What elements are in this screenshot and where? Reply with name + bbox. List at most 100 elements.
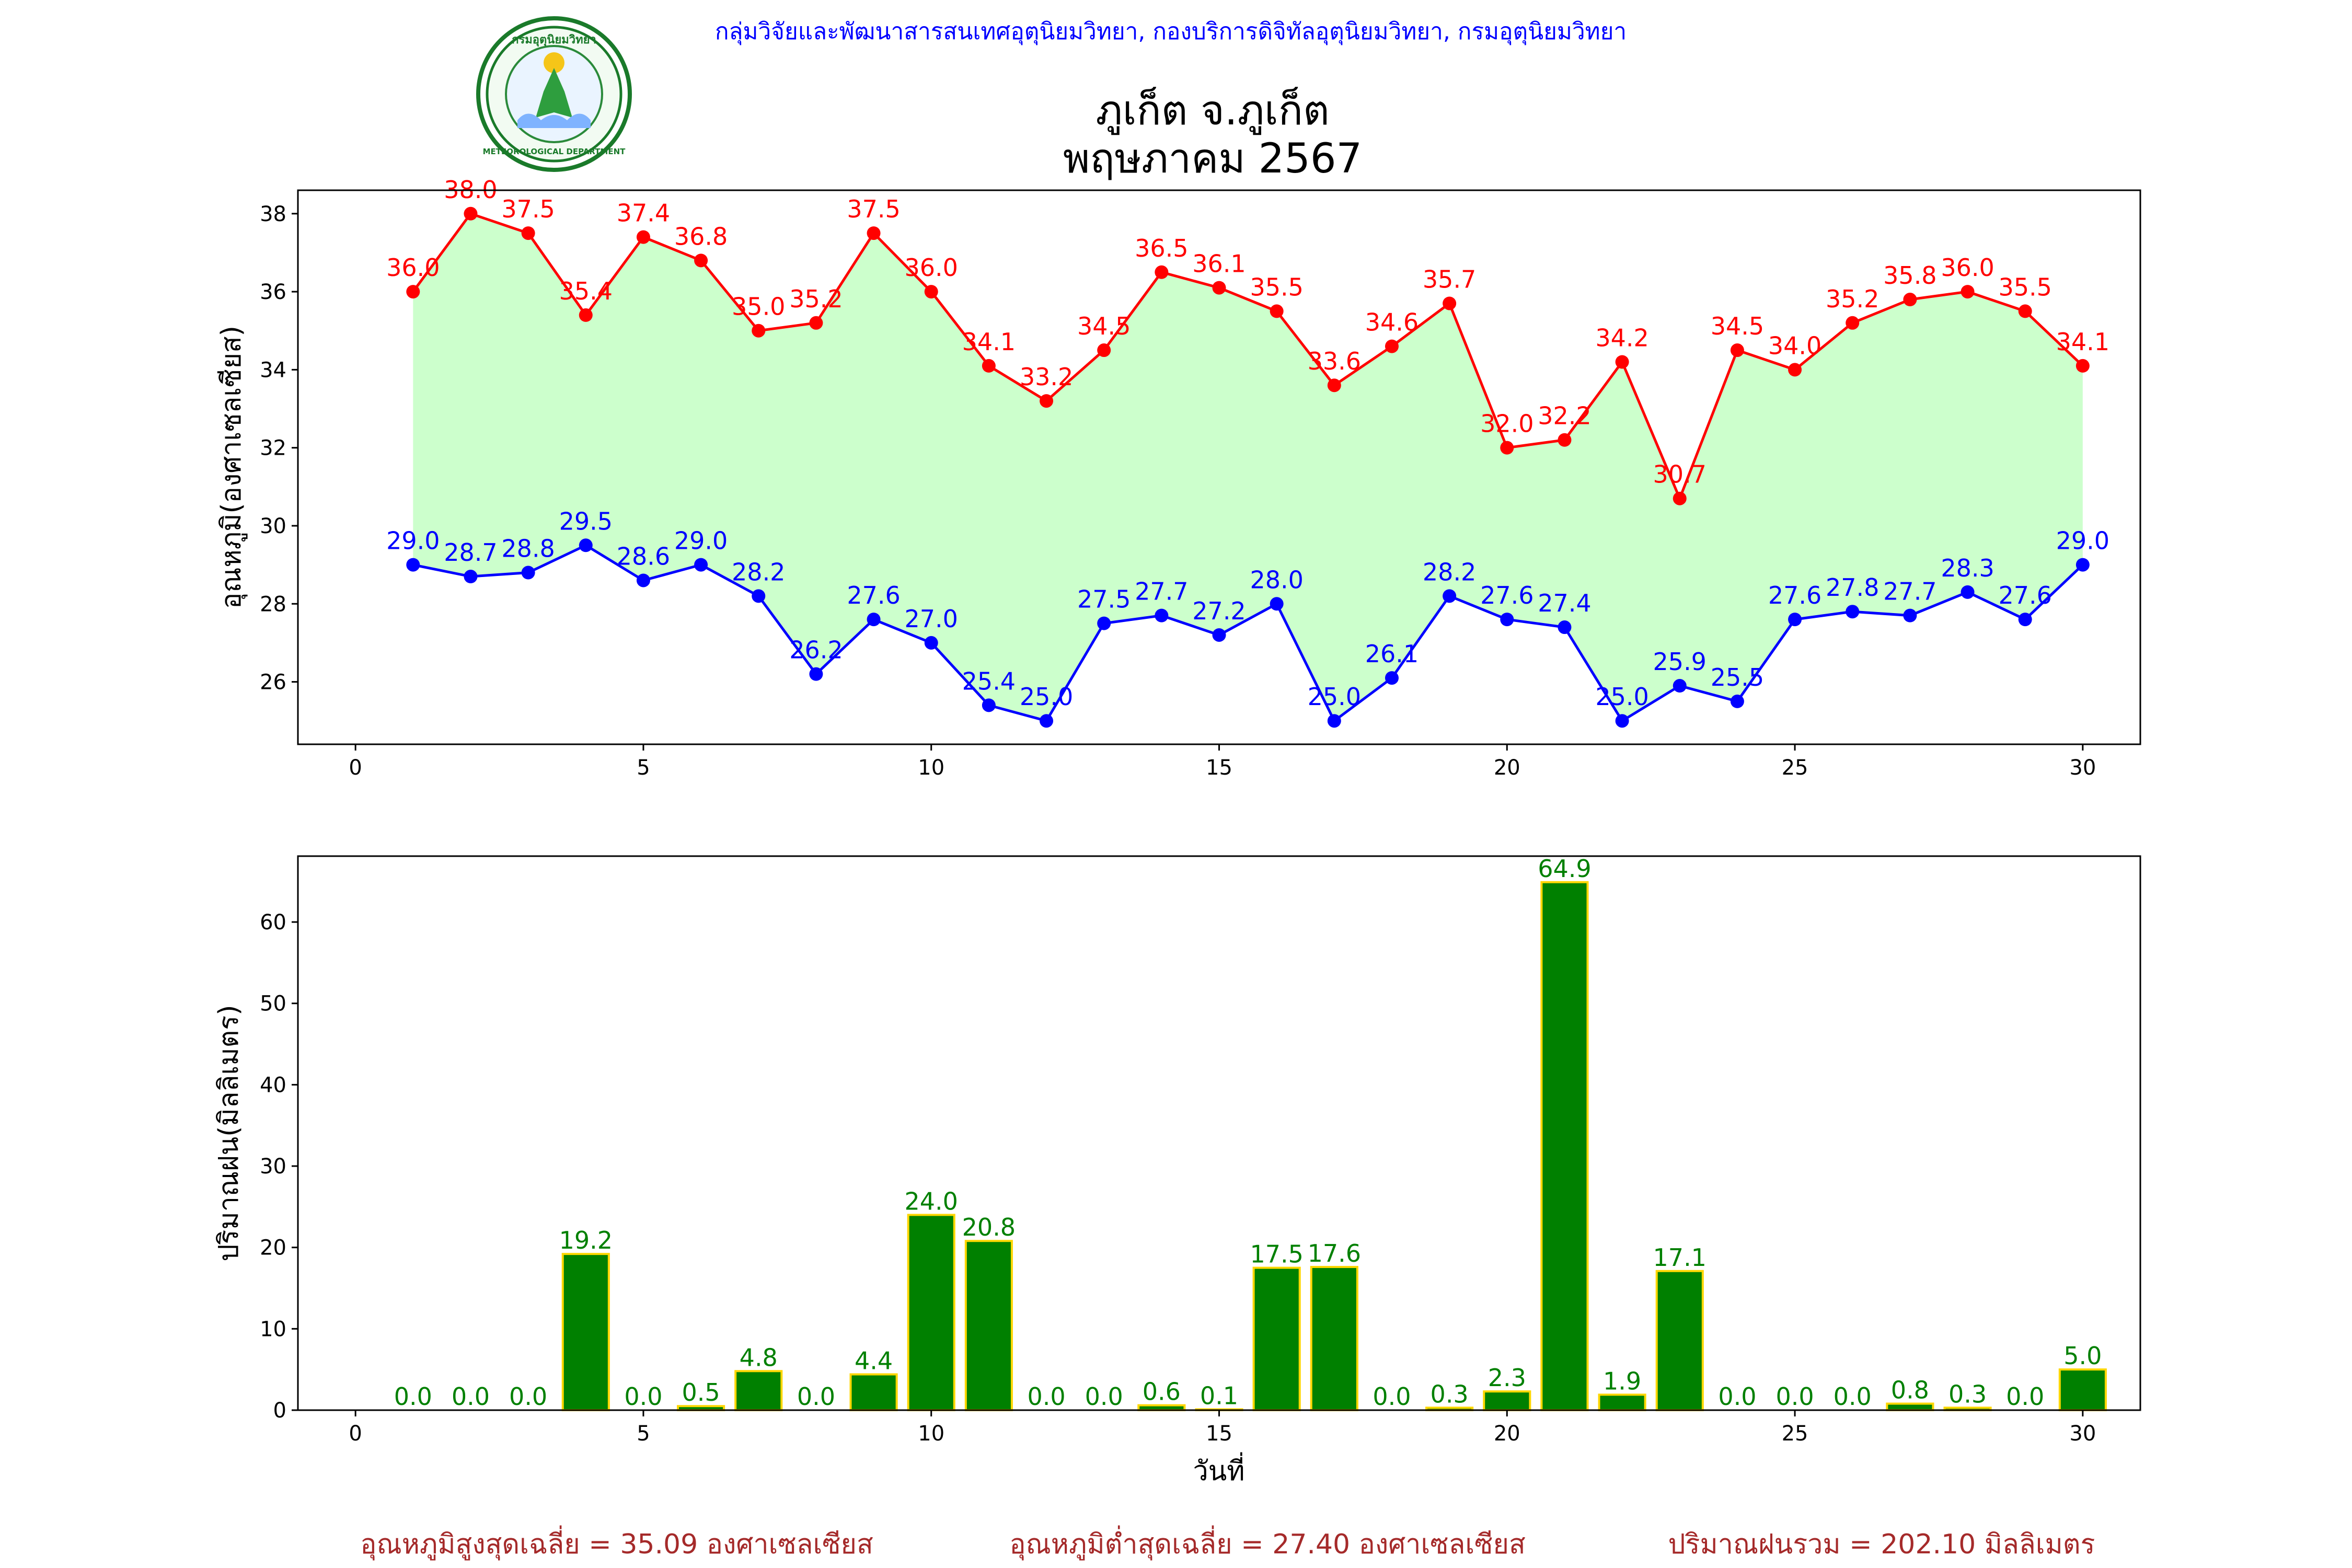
rainfall-x-tick-label: 15 <box>1206 1422 1232 1446</box>
summary-avg-max: อุณหภูมิสูงสุดเฉลี่ย = 35.09 องศาเซลเซีย… <box>360 1525 873 1561</box>
max-temp-point <box>1385 339 1399 353</box>
min-temp-point <box>1327 714 1341 728</box>
min-temp-label: 27.5 <box>1077 585 1131 614</box>
rainfall-y-tick-label: 10 <box>260 1317 286 1341</box>
max-temp-label: 35.2 <box>1826 285 1879 313</box>
rain-bar <box>964 1240 1013 1411</box>
max-temp-label: 35.4 <box>559 277 613 305</box>
min-temp-point <box>1961 585 1975 599</box>
min-temp-point <box>521 566 535 580</box>
rain-bar <box>1252 1266 1301 1411</box>
min-temp-point <box>1212 628 1226 642</box>
max-temp-point <box>1097 343 1111 358</box>
chart-title: ภูเก็ต จ.ภูเก็ต <box>1096 87 1329 135</box>
min-temp-point <box>1270 597 1284 611</box>
temperature-y-tick-label: 34 <box>260 358 286 382</box>
rainfall-x-axis: 0 5 10 15 20 25 30 <box>349 1410 2096 1446</box>
min-temp-point <box>636 573 650 587</box>
rainfall-y-tick-label: 20 <box>260 1236 286 1260</box>
max-temp-point <box>1903 293 1917 307</box>
rain-label: 0.8 <box>1891 1376 1929 1404</box>
rain-label: 0.0 <box>1373 1382 1411 1411</box>
max-temp-label: 36.8 <box>674 222 728 250</box>
min-temp-label: 25.5 <box>1711 663 1764 691</box>
summary-avg-min: อุณหภูมิต่ำสุดเฉลี่ย = 27.40 องศาเซลเซีย… <box>1009 1525 1525 1561</box>
temperature-range-fill <box>413 213 2083 721</box>
rainfall-x-tick-label: 10 <box>918 1422 944 1446</box>
rain-label: 0.0 <box>624 1382 662 1411</box>
rainfall-x-tick-label: 0 <box>349 1422 362 1446</box>
rain-label: 0.0 <box>509 1382 547 1411</box>
rain-bar <box>907 1214 955 1411</box>
max-temp-label: 37.5 <box>847 195 900 223</box>
max-temp-point <box>2018 304 2032 318</box>
min-temp-point <box>867 613 881 627</box>
min-temp-label: 28.8 <box>501 535 555 563</box>
max-temp-label: 34.5 <box>1077 312 1131 340</box>
temperature-x-tick-label: 5 <box>637 756 650 780</box>
max-temp-point <box>1788 363 1802 377</box>
max-temp-point <box>752 324 766 338</box>
max-temp-label: 34.2 <box>1595 324 1648 352</box>
min-temp-point <box>752 589 766 603</box>
rain-bar <box>2058 1368 2107 1412</box>
max-temp-label: 32.2 <box>1538 402 1591 430</box>
max-temp-label: 34.6 <box>1365 308 1419 337</box>
min-temp-point <box>809 667 823 681</box>
rainfall-y-tick-label: 30 <box>260 1155 286 1179</box>
min-temp-label: 27.6 <box>1480 581 1534 609</box>
rainfall-x-tick-label: 30 <box>2069 1422 2096 1446</box>
rain-label: 0.0 <box>1085 1382 1123 1411</box>
max-temp-point <box>1730 343 1744 358</box>
max-temp-label: 37.4 <box>617 199 670 227</box>
rain-bars <box>561 881 2107 1412</box>
min-temp-point <box>2018 613 2032 627</box>
rainfall-y-tick-label: 60 <box>260 910 286 935</box>
rain-bar <box>1886 1402 1934 1411</box>
min-temp-label: 25.0 <box>1308 683 1361 711</box>
min-temp-label: 28.3 <box>1941 554 1994 582</box>
rainfall-y-axis: 0 10 20 30 40 50 60 <box>260 910 298 1423</box>
rain-label: 1.9 <box>1603 1367 1641 1395</box>
max-temp-label: 35.7 <box>1423 265 1476 293</box>
min-temp-label: 28.0 <box>1250 566 1303 594</box>
max-temp-label: 36.5 <box>1135 234 1188 262</box>
temperature-y-axis: 26 28 30 32 34 36 38 <box>260 202 298 695</box>
max-temp-label: 35.5 <box>1998 273 2051 301</box>
min-temp-label: 29.0 <box>386 527 440 555</box>
seal-bottom-text: METEOROLOGICAL DEPARTMENT <box>483 147 626 156</box>
rainfall-y-tick-label: 40 <box>260 1073 286 1097</box>
min-temp-point <box>1500 613 1514 627</box>
rain-label: 0.0 <box>797 1382 835 1411</box>
max-temp-label: 36.0 <box>905 253 958 282</box>
temperature-y-tick-label: 38 <box>260 202 286 226</box>
max-temp-label: 36.0 <box>386 253 440 282</box>
max-temp-label: 33.2 <box>1020 363 1073 391</box>
rain-label: 64.9 <box>1538 855 1591 883</box>
rain-label: 19.2 <box>559 1226 613 1254</box>
rainfall-x-label: วันที่ <box>1193 1452 1244 1487</box>
min-temp-label: 26.1 <box>1365 640 1419 668</box>
meteorological-department-logo: กรมอุตุนิยมวิทยา METEOROLOGICAL DEPARTME… <box>476 16 632 172</box>
rain-label: 20.8 <box>962 1213 1016 1241</box>
agency-header: กลุ่มวิจัยและพัฒนาสารสนเทศอุตุนิยมวิทยา,… <box>715 18 1627 45</box>
min-temp-label: 28.2 <box>1423 558 1476 586</box>
min-temp-point <box>1385 671 1399 685</box>
rain-label: 0.0 <box>452 1382 490 1411</box>
min-temp-label: 27.6 <box>847 581 900 609</box>
min-temp-label: 27.6 <box>1768 581 1821 609</box>
min-temp-label: 27.2 <box>1192 597 1246 625</box>
min-temp-label: 29.5 <box>559 507 613 535</box>
max-temp-point <box>1615 355 1629 369</box>
max-temp-point <box>579 308 593 322</box>
rainfall-x-tick-label: 20 <box>1494 1422 1520 1446</box>
max-temp-point <box>1443 296 1457 310</box>
temperature-x-tick-label: 10 <box>918 756 944 780</box>
min-temp-label: 27.7 <box>1135 578 1188 606</box>
min-temp-point <box>1730 694 1744 708</box>
min-temp-point <box>1443 589 1457 603</box>
min-temp-point <box>1615 714 1629 728</box>
rain-label: 0.5 <box>682 1378 720 1406</box>
rain-bar <box>1310 1266 1358 1411</box>
